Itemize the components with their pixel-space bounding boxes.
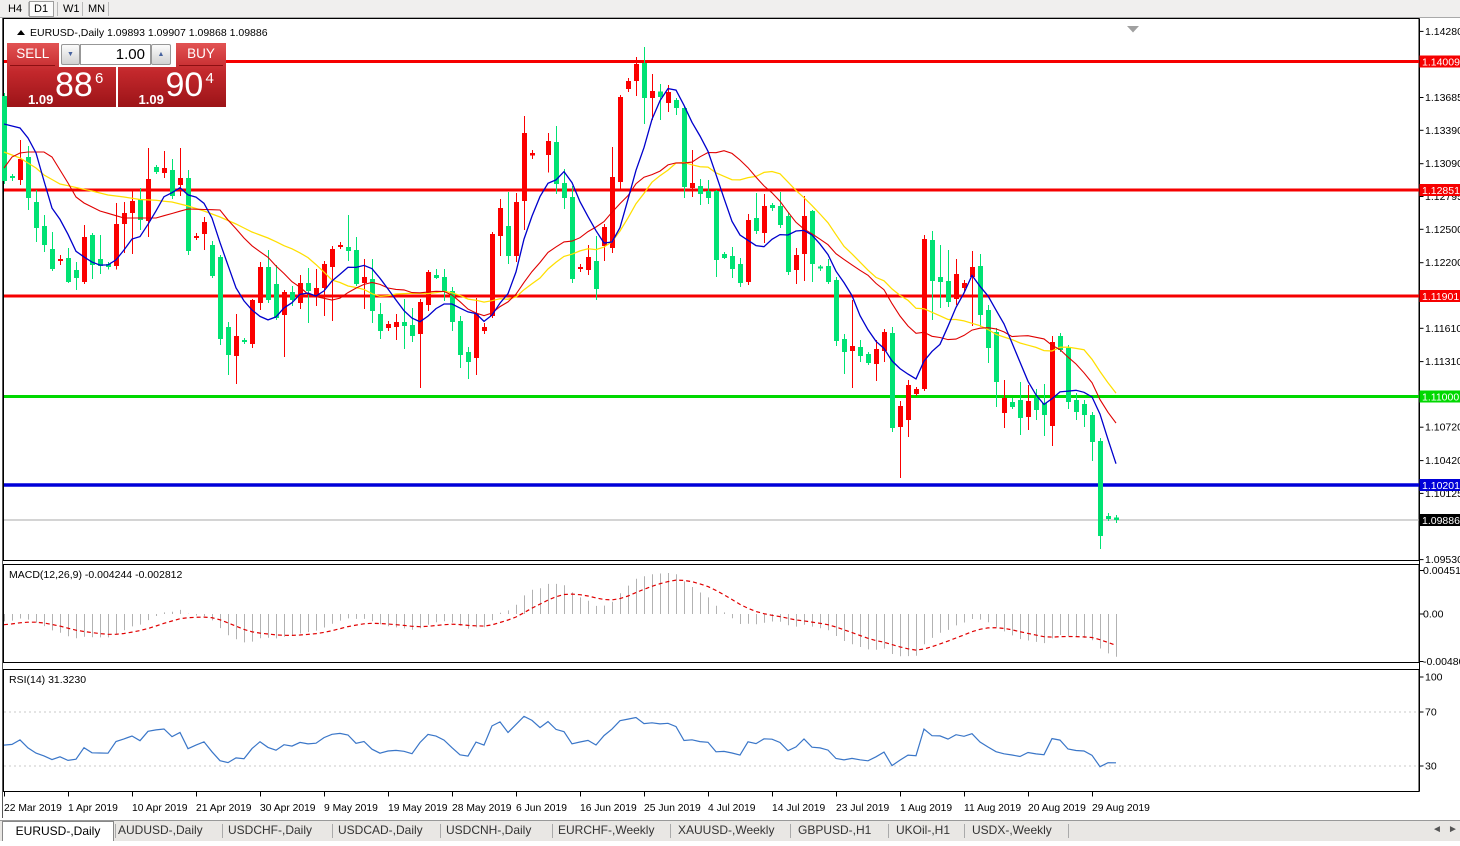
svg-text:1.09886: 1.09886 (1422, 515, 1460, 527)
svg-text:-0.00480: -0.00480 (1423, 656, 1460, 668)
svg-text:11 Aug 2019: 11 Aug 2019 (964, 803, 1021, 814)
svg-text:0.00: 0.00 (1423, 609, 1444, 621)
svg-text:9 May 2019: 9 May 2019 (324, 803, 378, 814)
svg-text:22 Mar 2019: 22 Mar 2019 (4, 803, 62, 814)
svg-text:MN: MN (88, 3, 105, 15)
svg-text:1.14280: 1.14280 (1425, 26, 1460, 38)
svg-text:1.10720: 1.10720 (1425, 422, 1460, 434)
svg-text:30 Apr 2019: 30 Apr 2019 (260, 803, 316, 814)
svg-text:25 Jun 2019: 25 Jun 2019 (644, 803, 701, 814)
svg-text:1.10201: 1.10201 (1422, 480, 1460, 492)
svg-text:D1: D1 (34, 3, 48, 15)
svg-text:20 Aug 2019: 20 Aug 2019 (1028, 803, 1086, 814)
svg-text:100: 100 (1425, 672, 1443, 684)
svg-text:RSI(14) 31.3230: RSI(14) 31.3230 (9, 674, 86, 686)
svg-text:1.13390: 1.13390 (1425, 125, 1460, 137)
svg-text:1 Aug 2019: 1 Aug 2019 (900, 803, 952, 814)
svg-text:30: 30 (1425, 761, 1437, 773)
svg-text:1 Apr 2019: 1 Apr 2019 (68, 803, 118, 814)
svg-text:19 May 2019: 19 May 2019 (388, 803, 448, 814)
svg-text:1.12500: 1.12500 (1425, 224, 1460, 236)
svg-text:29 Aug 2019: 29 Aug 2019 (1092, 803, 1150, 814)
svg-text:70: 70 (1425, 707, 1437, 719)
svg-text:1.14009: 1.14009 (1422, 57, 1460, 69)
svg-text:28 May 2019: 28 May 2019 (452, 803, 512, 814)
svg-text:1.11000: 1.11000 (1422, 392, 1459, 404)
svg-text:EURUSD-,Daily 1.09893 1.09907: EURUSD-,Daily 1.09893 1.09907 1.09868 1.… (30, 27, 268, 39)
svg-text:10 Apr 2019: 10 Apr 2019 (132, 803, 188, 814)
svg-text:1.12851: 1.12851 (1422, 185, 1460, 197)
svg-text:MACD(12,26,9) -0.004244 -0.002: MACD(12,26,9) -0.004244 -0.002812 (9, 569, 183, 581)
svg-text:1.11610: 1.11610 (1425, 323, 1460, 335)
svg-text:1.13090: 1.13090 (1425, 158, 1460, 170)
svg-text:4 Jul 2019: 4 Jul 2019 (708, 803, 756, 814)
svg-text:16 Jun 2019: 16 Jun 2019 (580, 803, 637, 814)
svg-text:W1: W1 (63, 3, 80, 15)
svg-text:1.13685: 1.13685 (1425, 92, 1460, 104)
svg-text:6 Jun 2019: 6 Jun 2019 (516, 803, 567, 814)
svg-text:21 Apr 2019: 21 Apr 2019 (196, 803, 252, 814)
svg-text:1.11310: 1.11310 (1425, 356, 1460, 368)
svg-text:23 Jul 2019: 23 Jul 2019 (836, 803, 890, 814)
svg-text:1.10420: 1.10420 (1425, 455, 1460, 467)
svg-text:14 Jul 2019: 14 Jul 2019 (772, 803, 826, 814)
svg-text:H4: H4 (8, 3, 22, 15)
svg-text:0.004517: 0.004517 (1423, 565, 1460, 577)
svg-text:1.11901: 1.11901 (1422, 291, 1459, 303)
svg-text:1.12200: 1.12200 (1425, 257, 1460, 269)
